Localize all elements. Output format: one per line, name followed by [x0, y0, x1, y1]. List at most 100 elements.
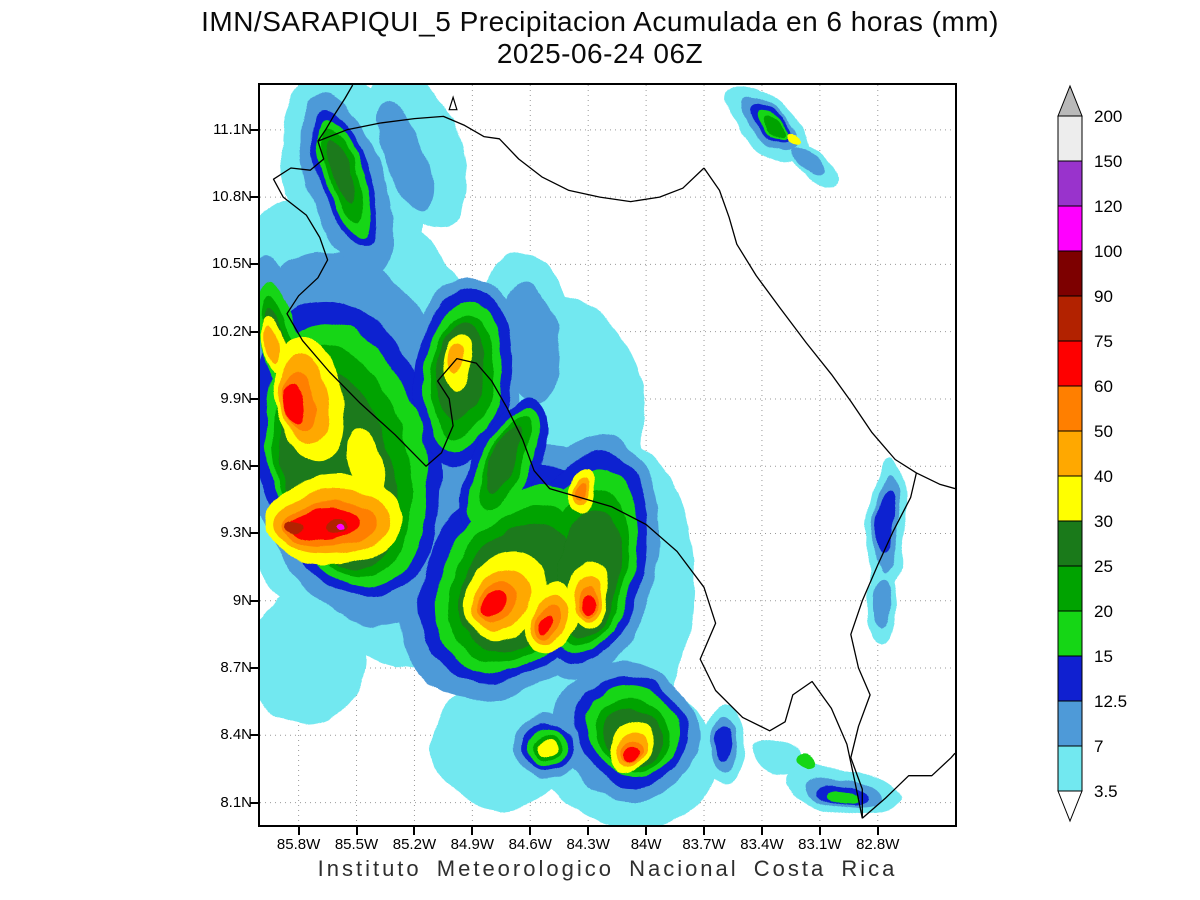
coastline-path	[703, 167, 955, 490]
colorbar-band	[1057, 115, 1083, 162]
colorbar-level-label: 40	[1094, 467, 1113, 486]
colorbar-level-label: 15	[1094, 647, 1113, 666]
precip-cell	[483, 426, 523, 493]
precip-cell	[481, 591, 506, 619]
y-tick-mark	[250, 465, 258, 468]
colorbar-level-label: 3.5	[1094, 782, 1118, 801]
y-axis-tick-label: 11.1N	[213, 120, 252, 138]
colorbar-band	[1057, 745, 1083, 792]
y-axis-tick-label: 8.4N	[220, 726, 252, 744]
y-tick-mark	[250, 263, 258, 266]
y-axis-tick-label: 8.7N	[220, 659, 252, 677]
y-tick-mark	[250, 397, 258, 400]
colorbar-level-label: 7	[1094, 737, 1103, 756]
x-axis-tick-label: 83.7W	[682, 836, 726, 853]
colorbar-band	[1057, 655, 1083, 702]
chart-title: IMN/SARAPIQUI_5 Precipitacion Acumulada …	[201, 6, 999, 37]
precip-cell	[260, 589, 367, 725]
precip-cell	[264, 325, 279, 361]
x-axis-tick-label: 85.2W	[392, 836, 437, 853]
precip-cell	[795, 150, 825, 177]
y-axis-tick-label: 9.6N	[220, 457, 252, 475]
colorbar-level-label: 50	[1094, 422, 1113, 441]
x-tick-mark	[529, 827, 532, 835]
precipitation-field	[260, 85, 906, 825]
x-tick-mark	[355, 827, 358, 835]
x-axis-tick-label: 84W	[630, 836, 662, 853]
x-tick-mark	[818, 827, 821, 835]
precip-cell	[796, 757, 816, 772]
y-tick-mark	[250, 532, 258, 535]
x-axis-tick-label: 82.8W	[856, 836, 900, 853]
y-tick-mark	[250, 196, 258, 199]
precip-cell	[346, 426, 386, 497]
y-axis-tick-label: 10.5N	[211, 255, 252, 273]
x-axis-tick-label: 84.3W	[566, 836, 610, 853]
x-tick-mark	[413, 827, 416, 835]
precip-cell	[871, 582, 892, 628]
y-tick-mark	[250, 330, 258, 333]
colorbar-band	[1057, 610, 1083, 657]
precip-cell	[581, 590, 596, 616]
precip-cell	[283, 381, 307, 426]
precip-cell	[336, 524, 346, 532]
coastline-path	[861, 752, 955, 819]
precip-cell	[286, 520, 304, 534]
island-marker	[448, 95, 458, 111]
x-axis-tick-label: 84.6W	[508, 836, 552, 853]
colorbar-level-label: 75	[1094, 332, 1113, 351]
x-tick-mark	[876, 827, 879, 835]
coastline-layer	[272, 85, 955, 819]
colorbar-level-label: 200	[1094, 107, 1122, 126]
x-axis-tick-label: 85.8W	[276, 836, 321, 853]
x-axis-tick-label: 84.9W	[450, 836, 495, 853]
colorbar-under-arrow	[1057, 790, 1083, 823]
precip-cell	[539, 614, 552, 632]
colorbar-band	[1057, 700, 1083, 747]
coastline-path	[317, 85, 354, 142]
y-tick-mark	[250, 734, 258, 737]
y-tick-mark	[250, 128, 258, 131]
colorbar-level-label: 25	[1094, 557, 1113, 576]
colorbar-band	[1057, 385, 1083, 432]
colorbar-level-label: 150	[1094, 152, 1122, 171]
precip-cell	[500, 282, 561, 403]
precip-cell	[576, 479, 589, 498]
precip-cell	[327, 138, 355, 203]
y-axis-tick-label: 10.8N	[211, 188, 252, 206]
y-axis-tick-label: 9.9N	[220, 389, 252, 407]
colorbar-level-label: 120	[1094, 197, 1122, 216]
colorbar-band	[1057, 250, 1083, 297]
x-axis-tick-label: 83.4W	[740, 836, 784, 853]
colorbar-band	[1057, 520, 1083, 567]
coastline-path	[317, 115, 705, 203]
x-tick-mark	[645, 827, 648, 835]
x-tick-mark	[297, 827, 300, 835]
precip-cell	[535, 736, 556, 757]
y-axis-tick-label: 10.2N	[211, 322, 252, 340]
y-tick-mark	[250, 599, 258, 602]
colorbar-level-label: 100	[1094, 242, 1122, 261]
x-tick-mark	[471, 827, 474, 835]
colorbar-band	[1057, 340, 1083, 387]
coastline-path	[850, 472, 918, 819]
precip-cell	[714, 726, 732, 763]
y-axis-tick-label: 9.3N	[220, 524, 252, 542]
colorbar-level-label: 90	[1094, 287, 1113, 306]
colorbar-band	[1057, 295, 1083, 342]
colorbar-band	[1057, 430, 1083, 477]
precip-cell	[790, 135, 803, 147]
colorbar-level-label: 12.5	[1094, 692, 1127, 711]
precip-cell	[827, 790, 859, 806]
chart-subtitle-datetime: 2025-06-24 06Z	[496, 38, 704, 69]
colorbar-band	[1057, 475, 1083, 522]
x-tick-mark	[703, 827, 706, 835]
y-tick-mark	[250, 667, 258, 670]
footer-institution: Instituto Meteorologico Nacional Costa R…	[317, 856, 898, 881]
precipitation-map	[260, 85, 955, 825]
precip-cell	[761, 117, 790, 143]
colorbar-over-arrow	[1057, 84, 1083, 117]
colorbar-band	[1057, 205, 1083, 252]
y-axis-tick-label: 9N	[232, 591, 252, 609]
colorbar-band	[1057, 160, 1083, 207]
